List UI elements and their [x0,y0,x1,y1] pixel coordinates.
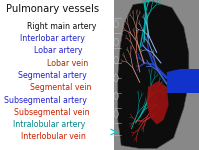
Text: Interlobular vein: Interlobular vein [21,132,86,141]
Circle shape [114,56,118,64]
Text: Pulmonary vessels: Pulmonary vessels [6,4,99,15]
Text: Subsegmental artery: Subsegmental artery [4,96,87,105]
Text: Segmental vein: Segmental vein [30,83,92,92]
Text: Subsegmental vein: Subsegmental vein [14,108,89,117]
Text: Interlobar artery: Interlobar artery [20,34,85,43]
Text: Lobar artery: Lobar artery [34,46,83,55]
Text: Intralobular artery: Intralobular artery [13,120,85,129]
Polygon shape [146,81,169,124]
Text: Lobar vein: Lobar vein [47,59,89,68]
Circle shape [114,110,118,118]
Circle shape [114,92,118,100]
Circle shape [114,74,118,82]
Circle shape [114,20,118,28]
Circle shape [114,38,118,46]
Text: Segmental artery: Segmental artery [18,71,87,80]
Polygon shape [118,2,189,148]
Text: Right main artery: Right main artery [27,22,97,31]
Polygon shape [167,69,199,93]
